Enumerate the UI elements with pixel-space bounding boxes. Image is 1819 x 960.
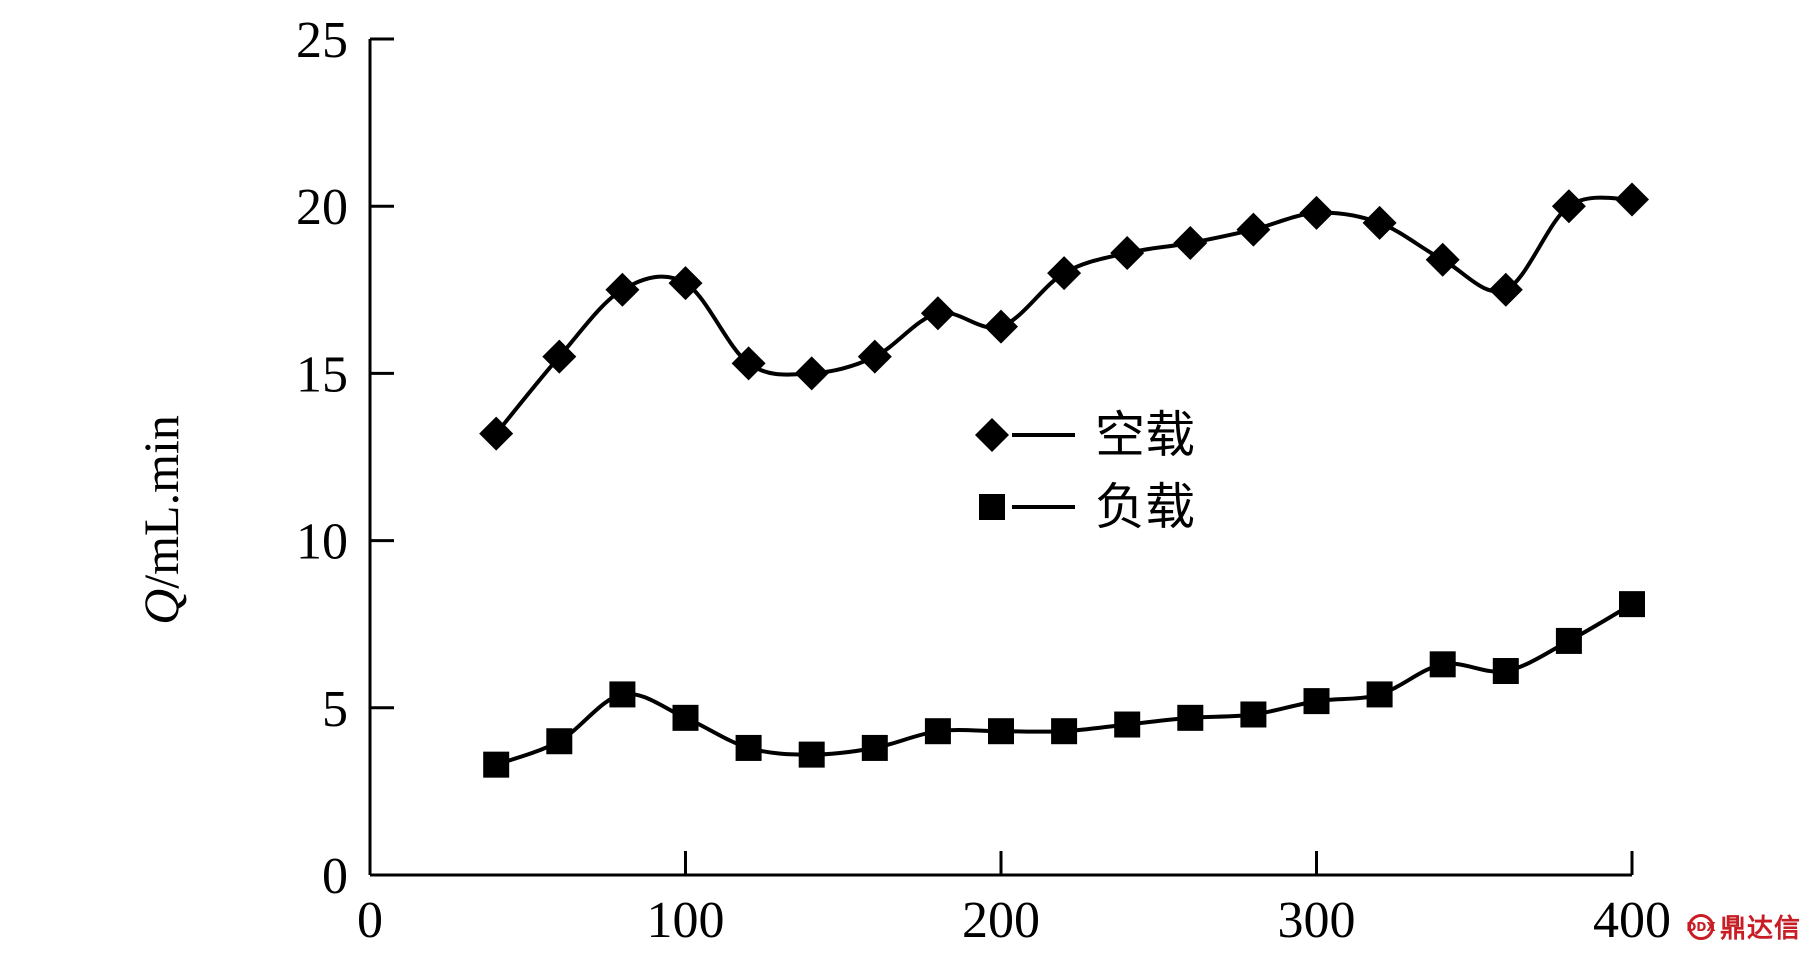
x-tick-label: 0 [357, 892, 383, 949]
y-tick-label: 0 [322, 848, 348, 905]
data-point-diamond [1299, 195, 1334, 230]
data-point-diamond [1110, 236, 1145, 271]
data-point-diamond [794, 356, 829, 391]
legend-item-1: 空载 [975, 407, 1195, 463]
data-point-diamond [1047, 256, 1082, 291]
series-layer [479, 182, 1649, 778]
data-point-diamond [1615, 182, 1649, 217]
legend-label: 空载 [1095, 407, 1195, 463]
data-point-square [483, 751, 510, 778]
data-point-square [1429, 651, 1456, 678]
x-tick-label: 400 [1593, 892, 1671, 949]
data-point-diamond [668, 266, 703, 301]
y-axis-title-symbol: Q [133, 589, 189, 625]
data-point-square [672, 704, 699, 731]
data-point-square [924, 718, 951, 745]
data-point-square [546, 728, 573, 755]
data-point-square [1240, 701, 1267, 728]
legend-item-2: 负载 [979, 479, 1195, 535]
watermark-text: 鼎达信 [1719, 914, 1801, 944]
data-point-diamond [857, 339, 892, 374]
y-tick-label: 15 [296, 346, 348, 403]
data-point-diamond [731, 346, 766, 381]
data-point-square [1619, 591, 1645, 618]
x-tick-label: 300 [1278, 892, 1356, 949]
y-tick-label: 10 [296, 514, 348, 571]
data-point-square [988, 718, 1014, 745]
data-point-diamond [1173, 225, 1208, 260]
data-point-square [1492, 658, 1519, 685]
data-point-diamond [920, 296, 955, 331]
data-point-diamond [1236, 212, 1271, 247]
data-point-square [735, 734, 762, 761]
watermark: DDX 鼎达信 [1686, 908, 1801, 945]
data-point-square [861, 734, 888, 761]
data-point-diamond [605, 272, 640, 307]
x-tick-label: 100 [647, 892, 725, 949]
data-point-diamond [984, 309, 1018, 344]
legend-label: 负载 [1095, 479, 1195, 535]
y-tick-label: 25 [296, 12, 348, 69]
series-line [494, 195, 1633, 435]
y-tick-label: 20 [296, 179, 348, 236]
data-point-square [1177, 704, 1204, 731]
data-point-diamond [542, 339, 577, 374]
data-point-square [1555, 627, 1582, 654]
data-point-square [1114, 711, 1141, 738]
data-point-diamond [1551, 189, 1586, 224]
data-point-diamond [1362, 205, 1397, 240]
y-axis-title-unit: /mL.min [133, 415, 189, 589]
legend-marker-square [979, 494, 1005, 520]
y-axis-title: Q/mL.min [133, 415, 189, 625]
data-point-diamond [1488, 272, 1523, 307]
data-point-square [1303, 688, 1330, 715]
ticks: 0 5 10 15 20 25 0 100 200 300 400 [296, 12, 1671, 949]
series-1 [479, 182, 1649, 451]
x-tick-label: 200 [962, 892, 1040, 949]
data-point-square [1051, 718, 1078, 745]
data-point-diamond [1425, 242, 1460, 277]
y-tick-label: 5 [322, 681, 348, 738]
legend-marker-diamond [975, 418, 1009, 452]
watermark-logo-icon: DDX [1686, 913, 1716, 940]
data-point-diamond [479, 416, 514, 451]
data-point-square [609, 681, 636, 708]
data-point-square [1366, 681, 1393, 708]
series-2 [483, 591, 1645, 778]
data-point-square [798, 741, 825, 768]
